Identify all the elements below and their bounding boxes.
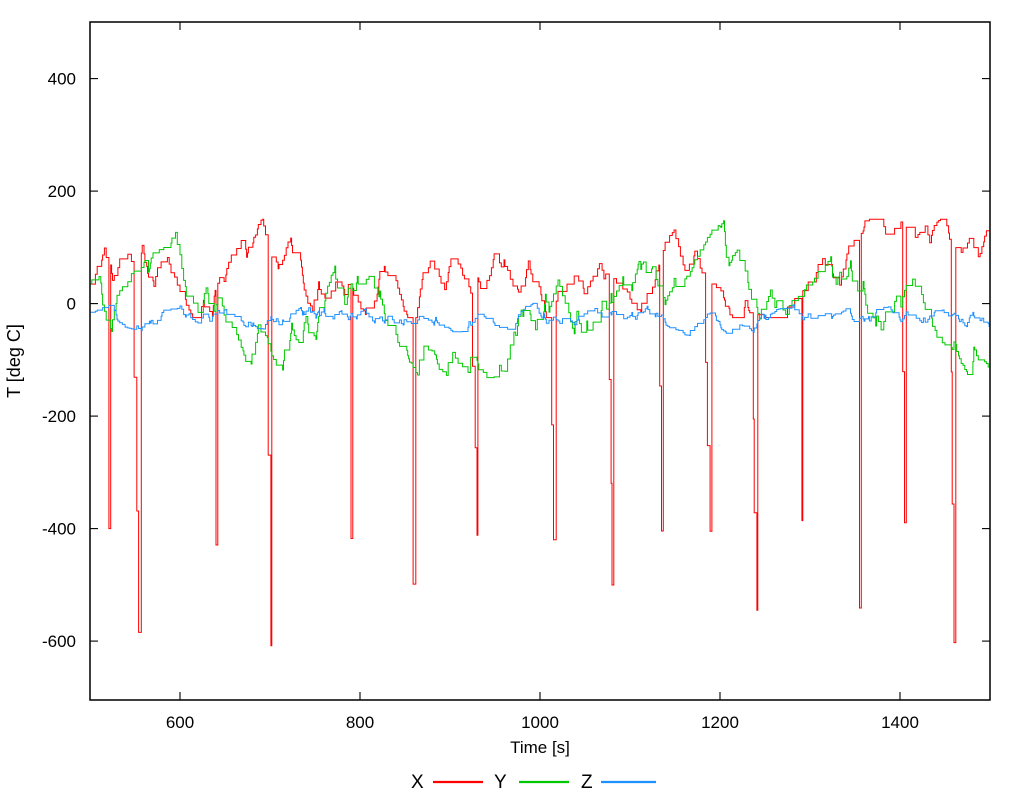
svg-text:800: 800 bbox=[346, 713, 374, 732]
svg-text:1400: 1400 bbox=[881, 713, 919, 732]
svg-text:400: 400 bbox=[48, 70, 76, 89]
svg-text:Y: Y bbox=[494, 772, 507, 793]
svg-text:X: X bbox=[411, 772, 424, 793]
svg-text:-400: -400 bbox=[42, 520, 76, 539]
svg-text:200: 200 bbox=[48, 182, 76, 201]
svg-text:600: 600 bbox=[166, 713, 194, 732]
svg-text:Z: Z bbox=[581, 772, 593, 793]
svg-text:T [deg C]: T [deg C] bbox=[4, 324, 24, 398]
svg-text:1200: 1200 bbox=[701, 713, 739, 732]
svg-text:-600: -600 bbox=[42, 632, 76, 651]
svg-text:-200: -200 bbox=[42, 407, 76, 426]
svg-text:1000: 1000 bbox=[521, 713, 559, 732]
svg-text:0: 0 bbox=[67, 295, 76, 314]
svg-text:Time [s]: Time [s] bbox=[510, 738, 570, 757]
